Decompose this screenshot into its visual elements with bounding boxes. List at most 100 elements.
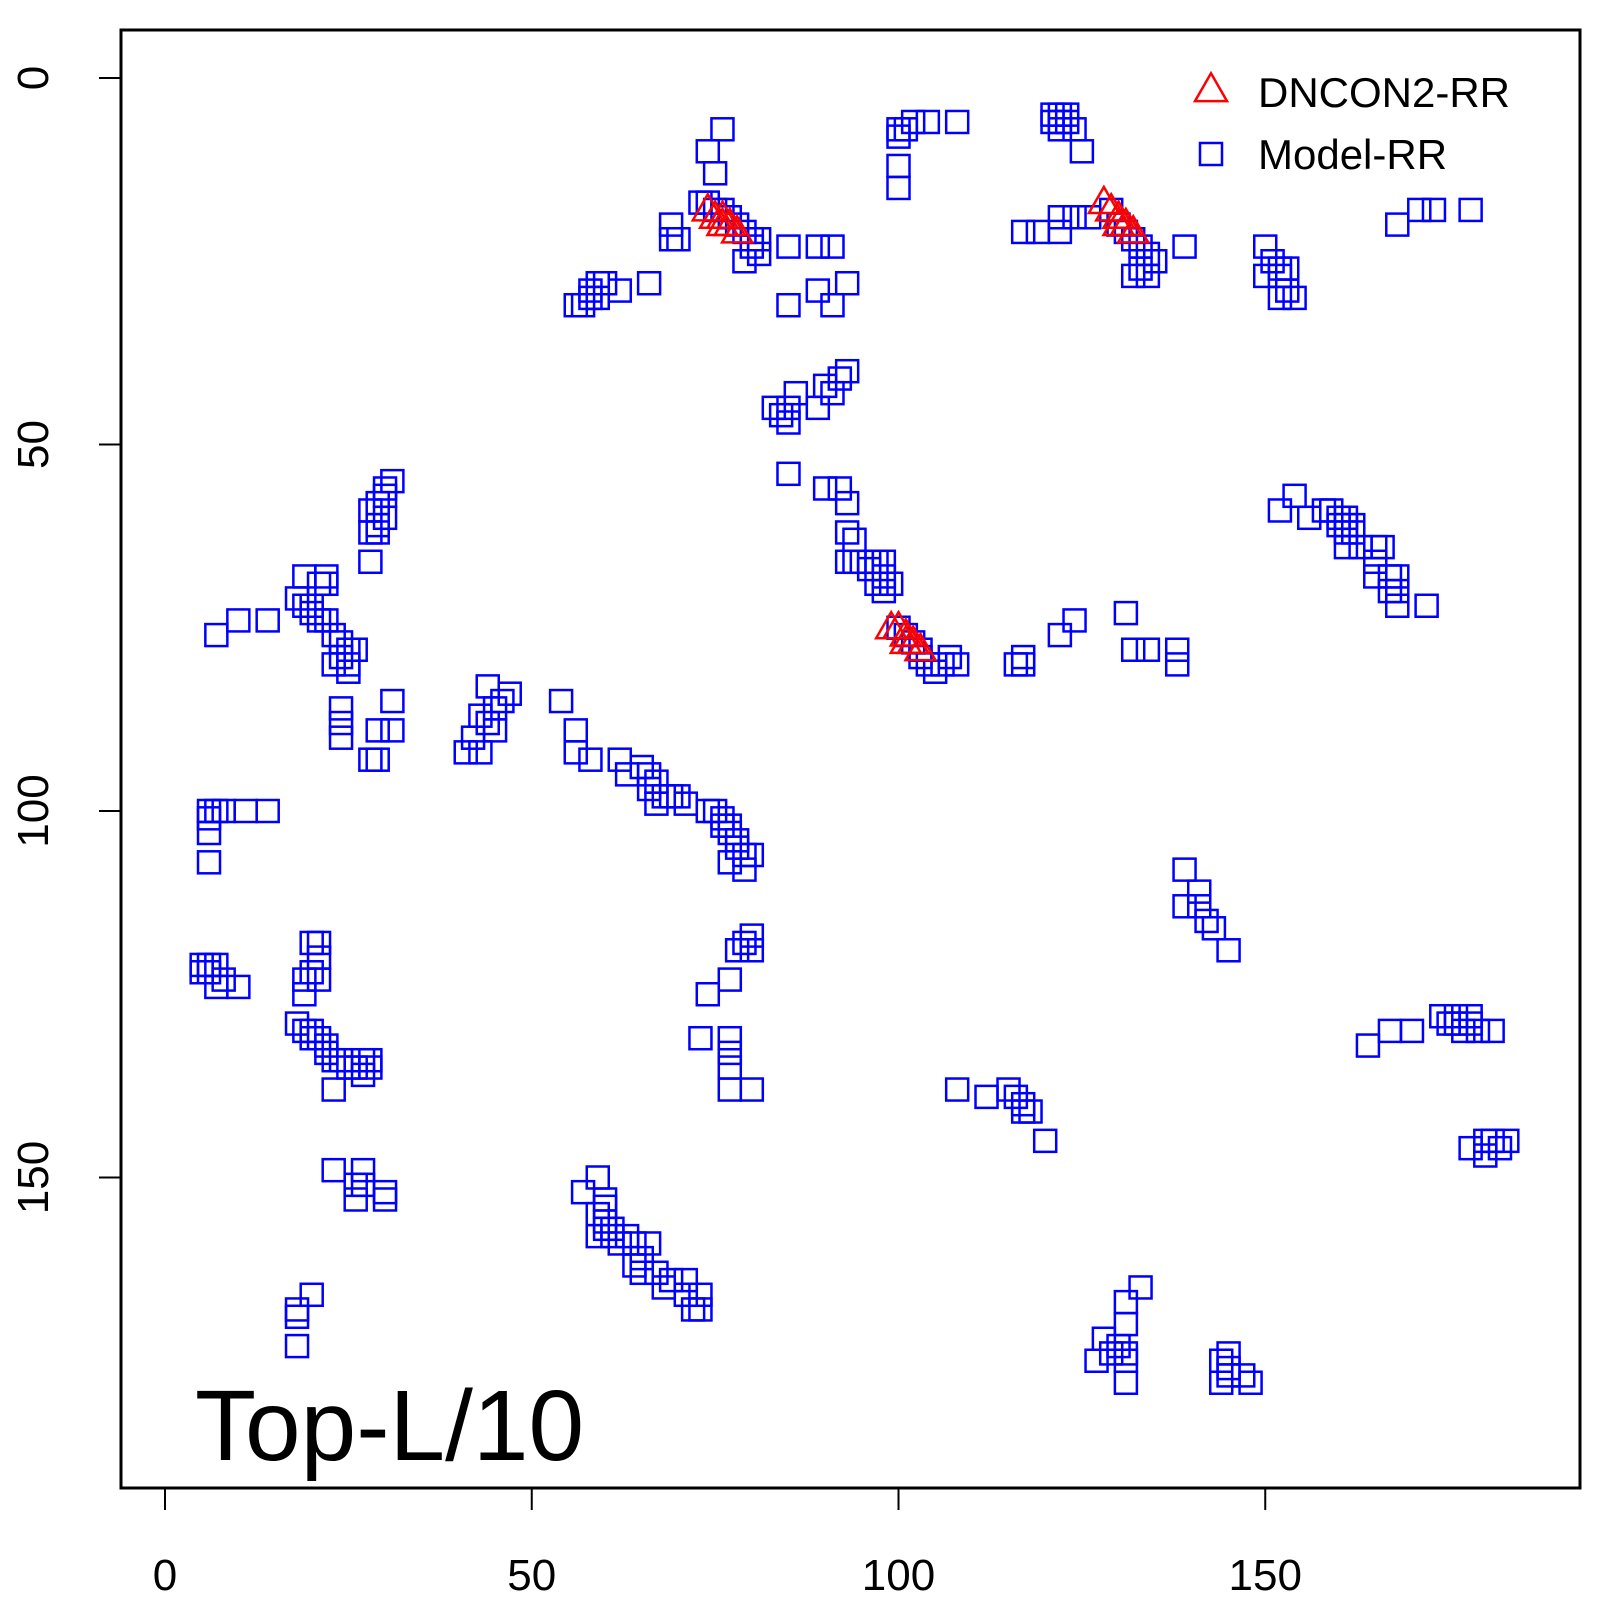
model-rr-point [350, 1172, 376, 1198]
model-rr-point [732, 930, 757, 956]
model-rr-point [226, 608, 251, 633]
model-rr-point [358, 520, 383, 545]
model-rr-point [1267, 285, 1293, 311]
model-rr-point [314, 1040, 339, 1066]
model-rr-point [284, 586, 310, 611]
model-rr-point [321, 1047, 346, 1073]
model-rr-point [1333, 505, 1359, 531]
model-rr-point [820, 380, 845, 406]
x-tick-label: 50 [507, 1551, 556, 1600]
model-rr-point [1414, 593, 1439, 619]
model-rr-point [490, 688, 515, 714]
model-rr-point [306, 930, 332, 956]
model-rr-point [372, 483, 398, 509]
model-rr-point [372, 1179, 398, 1205]
model-rr-point [724, 828, 750, 853]
model-rr-point [871, 578, 897, 604]
model-rr-point [673, 791, 699, 816]
model-rr-point [321, 1157, 346, 1183]
model-rr-point [204, 952, 229, 978]
model-rr-point [1040, 109, 1065, 135]
model-rr-point [204, 974, 229, 1000]
model-rr-point [930, 652, 955, 677]
model-rr-point [380, 468, 405, 494]
model-rr-point [475, 710, 500, 736]
model-rr-point [328, 696, 354, 721]
model-rr-point [1010, 1099, 1036, 1124]
legend-square-icon [1198, 141, 1224, 167]
model-rr-point [1480, 1128, 1505, 1154]
model-rr-point [1040, 102, 1065, 127]
model-rr-point [1113, 1348, 1139, 1373]
model-rr-point [482, 696, 508, 721]
model-rr-point [666, 227, 691, 252]
model-rr-point [328, 710, 354, 736]
model-rr-point [1047, 109, 1073, 135]
model-rr-point [1421, 197, 1447, 223]
model-rr-point [944, 109, 970, 135]
model-rr-point [1443, 1011, 1469, 1036]
model-rr-point [710, 813, 735, 838]
panel-annotation: Top-L/10 [195, 1370, 584, 1482]
model-rr-point [886, 124, 911, 149]
model-rr-point [614, 762, 640, 787]
model-rr-point [592, 270, 618, 296]
model-rr-point [292, 982, 317, 1007]
model-rr-point [299, 593, 324, 619]
model-rr-point [314, 564, 339, 589]
model-rr-point [636, 1231, 662, 1256]
model-rr-point [717, 850, 743, 875]
model-rr-point [336, 637, 361, 662]
model-rr-point [306, 967, 332, 992]
model-rr-point [1385, 212, 1410, 237]
y-tick-label: 100 [9, 774, 58, 847]
model-rr-point [1495, 1128, 1520, 1154]
model-rr-point [739, 923, 765, 948]
dncon2-rr-point [1101, 199, 1136, 229]
model-rr-point [1113, 600, 1139, 626]
model-rr-point [328, 1047, 354, 1073]
model-rr-point [1399, 1018, 1425, 1044]
axes: 0 50 100 150 0 50 100 150 [9, 66, 1302, 1600]
dncon2-rr-point [888, 616, 923, 647]
model-rr-point [1010, 644, 1036, 670]
model-rr-point [196, 952, 222, 978]
model-rr-point [1003, 1084, 1029, 1110]
model-rr-point [204, 622, 229, 648]
model-rr-point [1451, 1018, 1476, 1044]
legend: DNCON2-RR Model-RR [1192, 69, 1510, 178]
model-rr-point [827, 366, 853, 391]
model-rr-point [1333, 512, 1359, 538]
model-rr-point [1135, 241, 1161, 267]
model-rr-point [284, 1304, 310, 1330]
model-rr-point [1326, 505, 1351, 531]
model-rr-point [622, 1231, 647, 1256]
model-rr-point [548, 688, 574, 714]
model-rr-point [1267, 256, 1293, 281]
model-rr-point [1054, 109, 1080, 135]
model-rr-point [1084, 1348, 1109, 1373]
model-rr-point [1186, 879, 1212, 904]
model-rr-point [1341, 512, 1366, 538]
model-rr-point [380, 718, 405, 743]
model-rr-point [1047, 622, 1073, 648]
model-rr-point [1208, 1370, 1234, 1395]
model-rr-point [944, 1077, 970, 1102]
model-rr-point [563, 292, 589, 318]
model-rr-point [776, 395, 801, 421]
model-rr-point [1025, 219, 1051, 245]
model-rr-point [1172, 234, 1197, 259]
model-rr-point [328, 644, 354, 670]
dncon2-rr-point [1116, 213, 1151, 244]
legend-label: DNCON2-RR [1258, 69, 1510, 116]
model-rr-point [336, 1055, 361, 1080]
model-rr-point [1172, 894, 1197, 919]
model-rr-point [710, 806, 735, 831]
model-rr-point [358, 498, 383, 523]
model-rr-point [1355, 1033, 1381, 1058]
y-tick-label: 50 [9, 420, 58, 469]
model-rr-point [1370, 534, 1395, 560]
dncon2-rr-point [719, 213, 755, 244]
y-tick-label: 150 [9, 1141, 58, 1214]
